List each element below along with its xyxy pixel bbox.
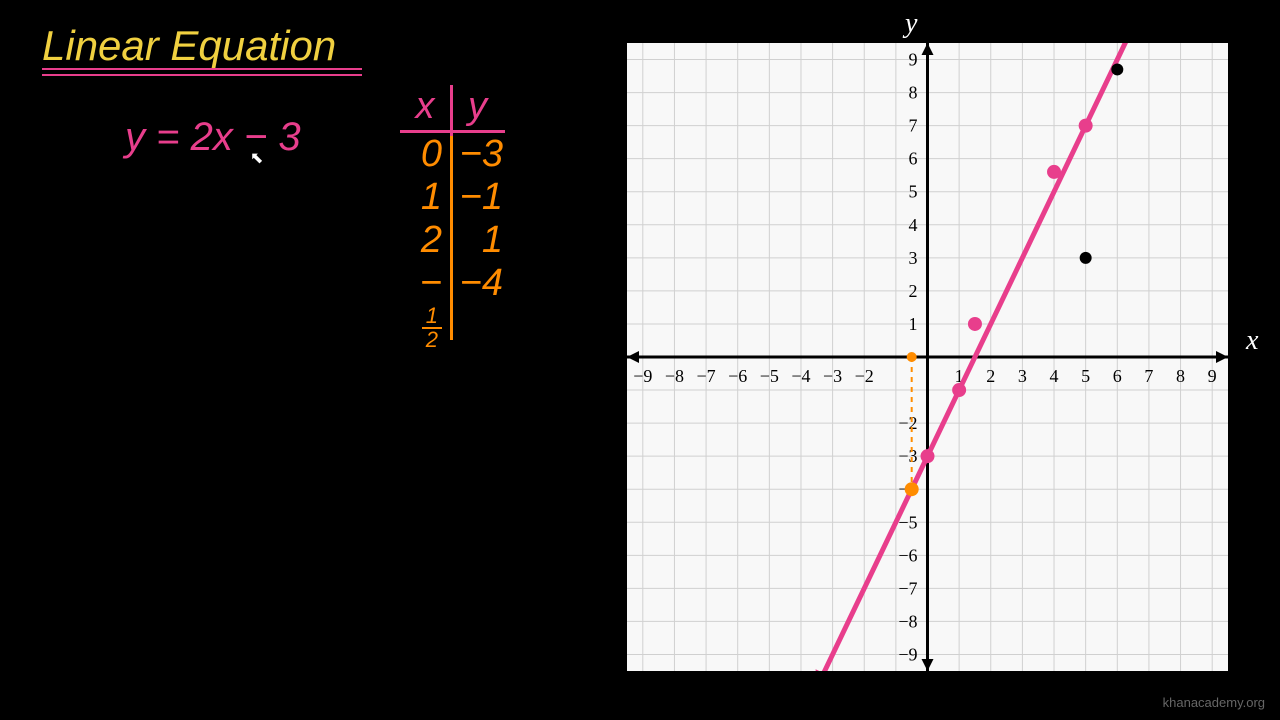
table-cell-x: 2 [400,219,450,262]
table-header-x: x [400,85,450,128]
graph-svg: −9−8−7−6−5−4−3−2123456789−9−8−7−6−5−4−3−… [627,43,1228,671]
svg-text:2: 2 [986,366,995,386]
table-divider [450,85,453,340]
svg-text:1: 1 [909,314,918,334]
svg-text:−5: −5 [760,366,779,386]
svg-text:−9: −9 [898,644,917,664]
table-cell-y: 1 [450,219,505,262]
svg-text:8: 8 [1176,366,1185,386]
title-underline [42,68,362,76]
svg-text:8: 8 [909,83,918,103]
svg-text:−4: −4 [791,366,810,386]
page-title: Linear Equation [42,22,336,70]
svg-text:−3: −3 [898,446,917,466]
svg-text:6: 6 [909,149,918,169]
table-cell-x: −12 [400,262,450,351]
svg-text:9: 9 [909,50,918,70]
cursor-icon: ⬉ [250,148,263,168]
table-cell-y: −3 [450,133,505,176]
svg-text:4: 4 [909,215,918,235]
x-axis-label: x [1246,325,1258,357]
svg-text:−2: −2 [898,413,917,433]
svg-text:6: 6 [1113,366,1122,386]
table-cell-x: 0 [400,133,450,176]
svg-text:9: 9 [1208,366,1217,386]
svg-text:3: 3 [1018,366,1027,386]
svg-text:−6: −6 [898,545,917,565]
svg-text:5: 5 [909,182,918,202]
equation-text: y = 2x − 3 [125,115,301,160]
xy-table: x y 0 −3 1 −1 2 1 −12 −4 [400,85,505,351]
svg-text:−7: −7 [898,578,917,598]
table-cell-x: 1 [400,176,450,219]
svg-text:4: 4 [1050,366,1059,386]
svg-text:−6: −6 [728,366,747,386]
table-cell-y: −4 [450,262,505,351]
table-cell-y: −1 [450,176,505,219]
svg-text:−8: −8 [898,611,917,631]
svg-text:3: 3 [909,248,918,268]
svg-text:7: 7 [909,116,918,136]
watermark-text: khanacademy.org [1163,695,1265,710]
svg-text:2: 2 [909,281,918,301]
svg-text:−3: −3 [823,366,842,386]
table-header-y: y [450,85,505,128]
y-axis-label: y [905,8,917,40]
svg-text:−9: −9 [633,366,652,386]
svg-text:−2: −2 [855,366,874,386]
svg-text:5: 5 [1081,366,1090,386]
svg-text:7: 7 [1144,366,1153,386]
svg-text:−8: −8 [665,366,684,386]
svg-text:−7: −7 [697,366,716,386]
coordinate-plane: −9−8−7−6−5−4−3−2123456789−9−8−7−6−5−4−3−… [627,43,1228,671]
